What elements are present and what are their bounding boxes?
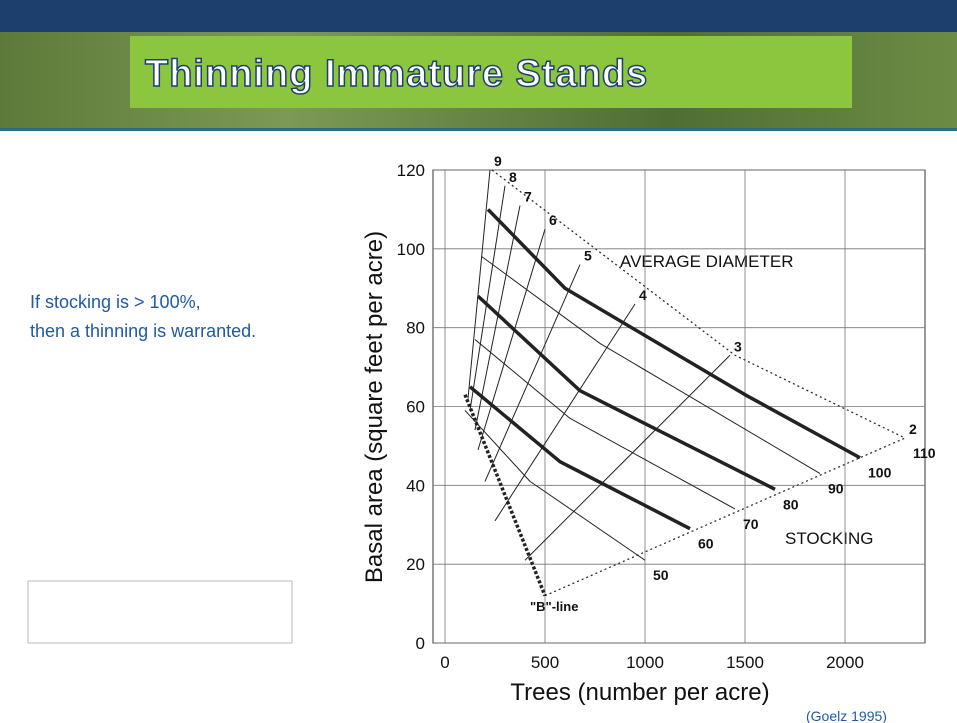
y-tick-label: 20 [406, 555, 425, 574]
series-label: 3 [734, 338, 742, 354]
citation: (Goelz 1995) [806, 708, 887, 723]
empty-box [28, 581, 292, 643]
annotation: STOCKING [785, 529, 873, 548]
series-line [488, 209, 860, 457]
slide-title: Thinning Immature Stands [145, 53, 648, 95]
header-band [0, 0, 957, 32]
series-label: 80 [783, 496, 799, 512]
body-text: If stocking is > 100%, [30, 292, 201, 312]
x-axis-title: Trees (number per acre) [510, 679, 769, 706]
series-label: 90 [828, 481, 844, 497]
x-tick-label: 0 [440, 653, 449, 672]
series-line [468, 170, 490, 399]
series-line [545, 438, 905, 596]
x-tick-label: 2000 [826, 653, 864, 672]
series-line [475, 205, 520, 430]
series-label: 5 [584, 248, 592, 264]
series-label: 110 [913, 445, 936, 461]
x-tick-label: 500 [531, 653, 559, 672]
series-label: 2 [909, 421, 917, 437]
series-line [470, 387, 690, 529]
series-label: 9 [494, 153, 502, 169]
y-tick-label: 80 [406, 319, 425, 338]
annotation: AVERAGE DIAMETER [620, 252, 794, 271]
annotation: "B"-line [530, 599, 578, 614]
series-label: 4 [639, 287, 647, 303]
chart: Thinning Immature Stands If stocking is … [0, 0, 957, 723]
series-label: 70 [743, 516, 759, 532]
series-label: 60 [698, 536, 714, 552]
series-label: 50 [653, 567, 669, 583]
y-tick-label: 60 [406, 398, 425, 417]
y-tick-label: 0 [416, 634, 425, 653]
y-tick-label: 100 [397, 240, 425, 259]
y-tick-label: 120 [397, 161, 425, 180]
series-line [465, 395, 545, 596]
series-label: 8 [509, 169, 517, 185]
series-label: 7 [524, 188, 532, 204]
x-tick-label: 1500 [726, 653, 764, 672]
series-label: 6 [549, 212, 557, 228]
slide: Thinning Immature Stands If stocking is … [0, 0, 957, 723]
series-line [478, 229, 545, 450]
series-line [485, 265, 580, 482]
x-tick-label: 1000 [626, 653, 664, 672]
y-axis-title: Basal area (square feet per acre) [361, 231, 388, 583]
series-line [492, 170, 905, 438]
body-text: then a thinning is warranted. [30, 321, 256, 341]
header-rule [0, 128, 957, 131]
y-tick-label: 40 [406, 476, 425, 495]
series-label: 100 [868, 465, 892, 481]
